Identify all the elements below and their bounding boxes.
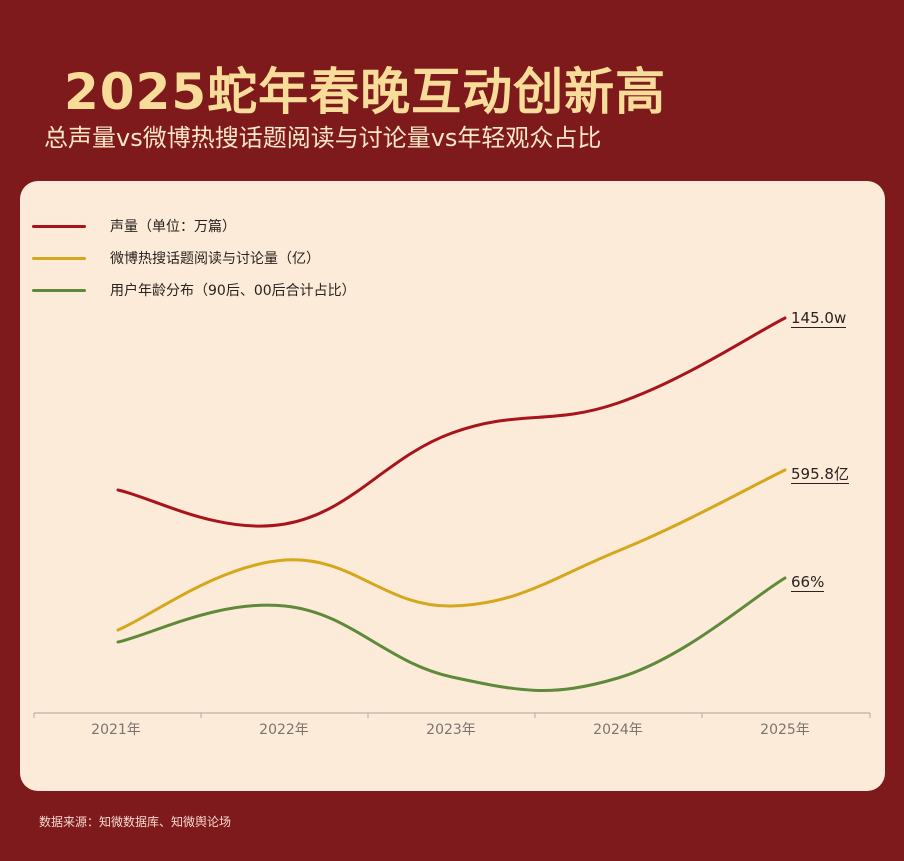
x-tick-2021: 2021年 [91, 722, 141, 738]
series-line-age [116, 576, 787, 692]
legend-swatch-red [32, 224, 86, 228]
legend-label: 用户年龄分布（90后、00后合计占比） [110, 283, 356, 299]
end-label-weibo: 595.8亿 [791, 465, 849, 484]
x-tick-2022: 2022年 [259, 722, 309, 738]
legend-label: 声量（单位：万篇） [110, 219, 236, 235]
legend-label: 微博热搜话题阅读与讨论量（亿） [110, 251, 320, 267]
page-title: 2025蛇年春晚互动创新高 [64, 63, 667, 121]
end-label-age: 66% [791, 573, 825, 592]
x-tick-2025: 2025年 [760, 722, 810, 738]
x-tick-2023: 2023年 [426, 722, 476, 738]
legend-item-age: 用户年龄分布（90后、00后合计占比） [32, 274, 356, 306]
page-subtitle: 总声量vs微博热搜话题阅读与讨论量vs年轻观众占比 [44, 124, 602, 152]
end-label-volume: 145.0w [791, 309, 847, 328]
series-line-volume [116, 316, 787, 528]
data-source: 数据来源：知微数据库、知微舆论场 [39, 815, 232, 829]
legend-swatch-green [32, 288, 86, 292]
chart-card [20, 181, 885, 791]
legend-item-weibo: 微博热搜话题阅读与讨论量（亿） [32, 242, 356, 274]
x-tick-2024: 2024年 [593, 722, 643, 738]
chart-legend: 声量（单位：万篇） 微博热搜话题阅读与讨论量（亿） 用户年龄分布（90后、00后… [32, 210, 356, 306]
x-axis [33, 712, 871, 718]
series-line-weibo [116, 468, 787, 632]
legend-swatch-yellow [32, 256, 86, 260]
legend-item-volume: 声量（单位：万篇） [32, 210, 356, 242]
